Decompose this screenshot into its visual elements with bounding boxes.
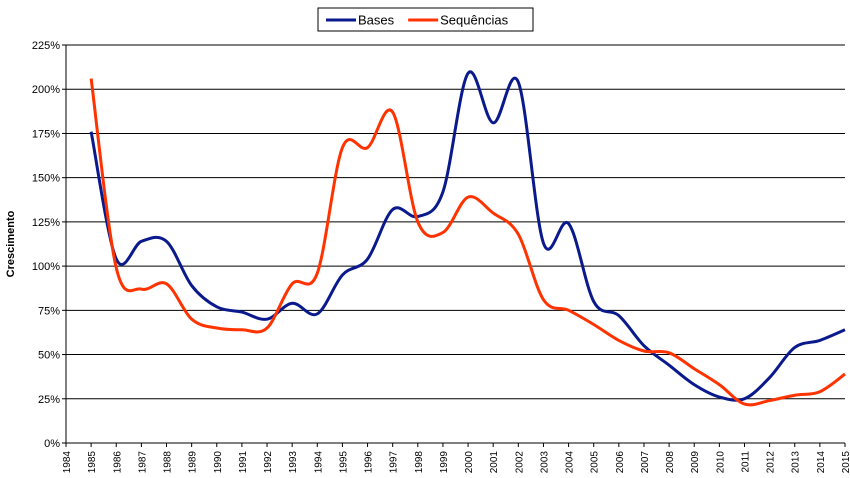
x-tick-label: 1989 [188,451,199,474]
x-tick-label: 1990 [213,451,224,474]
y-tick-label: 50% [38,350,60,362]
y-tick-label: 175% [32,128,60,140]
y-tick-label: 150% [32,173,60,185]
x-tick-label: 1986 [112,451,123,474]
x-tick-label: 1998 [414,451,425,474]
x-tick-label: 1992 [263,451,274,474]
x-tick-label: 2009 [690,451,701,474]
x-tick-label: 2012 [766,451,777,474]
x-tick-label: 2004 [565,451,576,474]
x-tick-label: 1985 [87,451,98,474]
legend-label: Bases [358,13,395,28]
x-tick-label: 1991 [238,451,249,474]
y-tick-label: 25% [38,394,60,406]
line-series [89,78,846,407]
line-series [89,70,846,402]
x-tick-label: 2015 [841,451,850,474]
y-tick-label: 0% [44,438,60,450]
x-tick-label: 2014 [816,451,827,474]
x-tick-label: 2005 [590,451,601,474]
x-tick-label: 1996 [364,451,375,474]
x-tick-label: 2008 [665,451,676,474]
x-tick-label: 1987 [137,451,148,474]
legend-label: Sequências [440,13,508,28]
x-tick-label: 1999 [439,451,450,474]
x-tick-label: 2002 [514,451,525,474]
y-tick-label: 125% [32,217,60,229]
x-tick-label: 1994 [313,451,324,474]
x-tick-label: 1993 [288,451,299,474]
y-tick-label: 200% [32,84,60,96]
y-tick-label: 75% [38,305,60,317]
x-tick-label: 2010 [715,451,726,474]
y-tick-label: 225% [32,40,60,52]
x-tick-label: 1988 [163,451,174,474]
x-tick-label: 2006 [615,451,626,474]
x-tick-label: 2000 [464,451,475,474]
x-tick-label: 1984 [62,451,73,474]
x-tick-label: 1997 [389,451,400,474]
x-tick-label: 1995 [338,451,349,474]
x-tick-label: 2003 [539,451,550,474]
y-axis-label: Crescimento [5,210,17,277]
x-tick-label: 2001 [489,451,500,474]
y-tick-label: 100% [32,261,60,273]
x-tick-label: 2013 [791,451,802,474]
x-tick-label: 2011 [740,451,751,473]
x-tick-label: 2007 [640,451,651,474]
